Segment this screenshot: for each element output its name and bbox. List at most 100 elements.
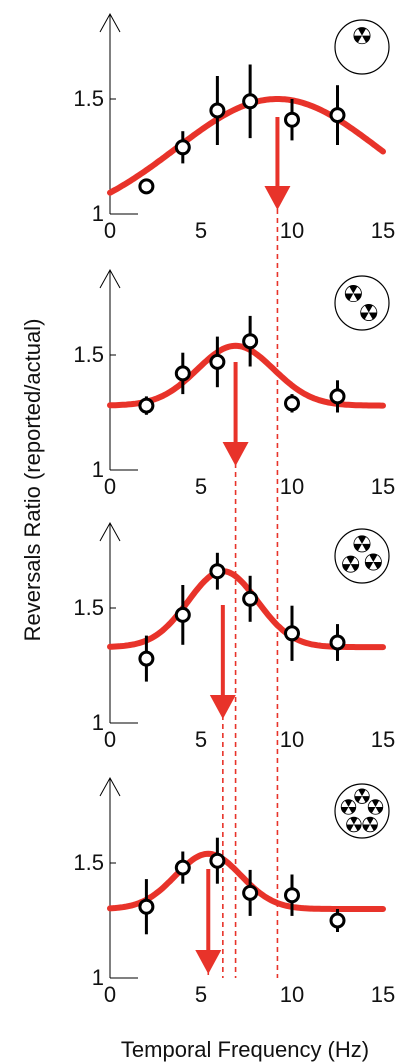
stimulus-disk	[367, 799, 384, 815]
stimulus-wedge	[353, 543, 362, 551]
stimulus-wedge	[366, 817, 374, 825]
stimulus-wedge	[365, 561, 374, 569]
stimulus-wedge	[357, 27, 367, 36]
stimulus-wedge	[368, 806, 376, 814]
y-axis-arrow	[99, 776, 121, 797]
stimulus-wedge	[348, 806, 356, 814]
stimulus-wedge	[346, 556, 355, 565]
two-stimuli-icon	[334, 275, 390, 331]
data-point	[242, 93, 259, 110]
peak-arrow-head	[264, 186, 291, 210]
stimulus-disk	[346, 816, 362, 833]
x-tick-label: 0	[104, 218, 116, 243]
stimulus-wedge	[350, 817, 358, 825]
x-tick-label: 15	[371, 474, 395, 499]
x-tick-label: 5	[195, 727, 207, 752]
data-point	[174, 365, 191, 382]
stimulus-disk	[353, 535, 371, 553]
data-point	[174, 606, 191, 623]
five-stimuli-icon	[334, 783, 390, 839]
data-point	[209, 353, 226, 370]
x-tick-label: 5	[195, 218, 207, 243]
stimulus-wedge	[362, 543, 371, 551]
chart-panel-3: 1 1.5 0 5 10 15	[73, 521, 395, 752]
data-point	[209, 852, 226, 869]
x-tick-label: 10	[280, 474, 304, 499]
x-tick-label: 10	[280, 218, 304, 243]
data-point	[284, 887, 300, 904]
stimulus-wedge	[373, 561, 382, 569]
stimulus-disk	[364, 553, 382, 571]
stimulus-wedge	[368, 312, 377, 320]
data-point	[284, 395, 300, 412]
y-axis-arrow	[99, 521, 121, 542]
y-tick-label: 1.5	[73, 86, 104, 111]
stimulus-wedge	[371, 799, 380, 807]
stimulus-wedge	[354, 796, 362, 803]
fit-curve	[107, 568, 386, 651]
peak-arrow-head	[209, 695, 236, 719]
data-point	[242, 884, 259, 901]
stimulus-disk	[354, 788, 370, 804]
stimulus-wedge	[370, 824, 378, 831]
stimulus-wedge	[358, 788, 366, 797]
data-point	[174, 139, 191, 156]
stimulus-wedge	[345, 293, 354, 301]
x-tick-label: 5	[195, 982, 207, 1007]
data-point	[329, 107, 346, 124]
data-point	[329, 388, 346, 405]
stimulus-wedge	[344, 799, 353, 807]
stimulus-icon-circle	[334, 19, 390, 75]
stimulus-wedge	[349, 285, 358, 294]
data-point	[209, 563, 226, 580]
stimulus-wedge	[369, 553, 378, 562]
chart-panel-4: 1 1.5 0 5 10 15	[73, 776, 395, 1007]
stimulus-wedge	[375, 806, 383, 814]
stimulus-wedge	[362, 796, 370, 803]
x-axis-title: Temporal Frequency (Hz)	[121, 1037, 369, 1062]
stimulus-wedge	[353, 35, 362, 43]
stimulus-wedge	[346, 824, 354, 831]
data-point	[329, 634, 346, 651]
data-point	[242, 333, 259, 350]
chart-panel-2: 1 1.5 0 5 10 15	[73, 268, 395, 499]
stimulus-wedge	[357, 535, 367, 544]
data-point	[138, 397, 155, 414]
data-point	[284, 625, 300, 642]
x-tick-label: 15	[371, 982, 395, 1007]
stimulus-wedge	[360, 312, 369, 320]
stimulus-wedge	[342, 564, 351, 572]
data-point	[138, 178, 155, 195]
x-tick-label: 0	[104, 727, 116, 752]
stimulus-wedge	[350, 564, 359, 572]
chart-panel-1: 1 1.5 0 5 10 15	[73, 12, 395, 243]
y-tick-label: 1	[92, 457, 104, 482]
y-axis-arrow	[99, 268, 121, 289]
data-point	[329, 912, 346, 929]
data-point	[242, 590, 259, 607]
data-point	[209, 102, 226, 119]
y-tick-label: 1	[92, 201, 104, 226]
x-tick-label: 10	[280, 982, 304, 1007]
stimulus-wedge	[353, 824, 362, 831]
y-tick-label: 1.5	[73, 342, 104, 367]
x-tick-label: 15	[371, 218, 395, 243]
x-tick-label: 15	[371, 727, 395, 752]
stimulus-disk	[353, 27, 371, 45]
y-tick-label: 1.5	[73, 850, 104, 875]
chart-panels: 1 1.5 0 5 10 15 1 1.5 0 5 10 15 1 1.5 0 5 10 15 1 1.5 0 5 10 15	[73, 12, 395, 1007]
peak-arrow-head	[195, 950, 222, 974]
data-point	[284, 111, 300, 128]
stimulus-disk	[360, 303, 378, 321]
y-tick-label: 1	[92, 965, 104, 990]
x-tick-label: 5	[195, 474, 207, 499]
x-tick-label: 0	[104, 982, 116, 1007]
peak-arrow-head	[222, 442, 249, 466]
stimulus-disk	[340, 799, 357, 815]
y-tick-label: 1	[92, 710, 104, 735]
y-tick-label: 1.5	[73, 595, 104, 620]
stimulus-wedge	[353, 293, 362, 301]
x-tick-label: 10	[280, 727, 304, 752]
stimulus-disk	[342, 555, 360, 573]
